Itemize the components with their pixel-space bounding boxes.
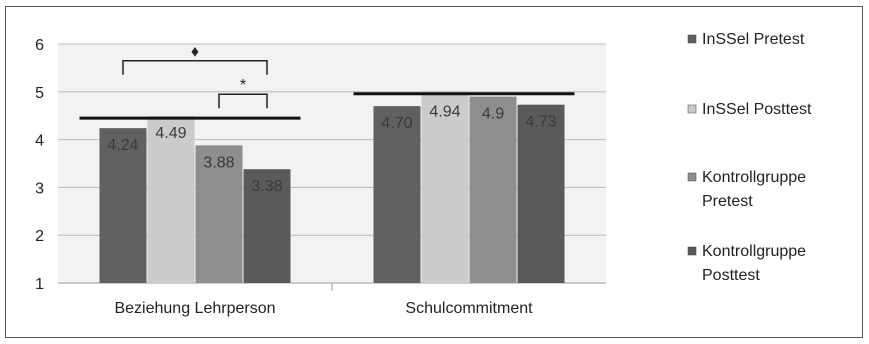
- legend-swatch-4: [687, 246, 697, 256]
- legend-label-2-line-1: InSSel Posttest: [702, 101, 812, 118]
- bar-2-4: [517, 104, 565, 284]
- legend-label-4-line-2: Posttest: [702, 267, 760, 284]
- legend-label-1-line-1: InSSel Pretest: [702, 31, 805, 48]
- y-tick-label-3: 3: [35, 180, 44, 197]
- data-label-1-4: 3.38: [251, 178, 282, 195]
- data-label-1-1: 4.24: [107, 137, 138, 154]
- data-label-2-1: 4.70: [381, 115, 412, 132]
- legend-swatch-3: [687, 172, 697, 182]
- legend-swatch-2: [687, 104, 697, 114]
- y-tick-label-1: 1: [35, 276, 44, 293]
- legend-label-4-line-1: Kontrollgruppe: [702, 243, 806, 260]
- legend-label-3-line-1: Kontrollgruppe: [702, 169, 806, 186]
- legend-label-3-line-2: Pretest: [702, 193, 753, 210]
- significance-bracket-1: [122, 59, 268, 75]
- y-tick-label-4: 4: [35, 133, 44, 150]
- bar-1-3: [195, 145, 243, 283]
- bar-2-2: [421, 94, 469, 283]
- data-label-1-2: 4.49: [155, 125, 186, 142]
- data-label-1-3: 3.88: [203, 154, 234, 171]
- x-category-label-2: Schulcommitment: [405, 300, 533, 317]
- significance-marker-2: *: [240, 77, 246, 94]
- bar-1-4: [243, 169, 291, 283]
- bar-2-3: [469, 96, 517, 283]
- bar-1-2: [147, 116, 195, 283]
- y-tick-label-5: 5: [35, 85, 44, 102]
- bar-2-1: [373, 106, 421, 283]
- significance-marker-1: ♦: [191, 44, 199, 61]
- data-label-2-2: 4.94: [429, 104, 460, 121]
- y-tick-label-6: 6: [35, 37, 44, 54]
- bar-1-1: [99, 128, 147, 283]
- legend-swatch-1: [687, 34, 697, 44]
- x-category-label-1: Beziehung Lehrperson: [114, 300, 275, 317]
- y-tick-label-2: 2: [35, 228, 44, 245]
- data-label-2-3: 4.9: [482, 106, 504, 123]
- significance-bracket-2: [218, 93, 268, 109]
- data-label-2-4: 4.73: [525, 114, 556, 131]
